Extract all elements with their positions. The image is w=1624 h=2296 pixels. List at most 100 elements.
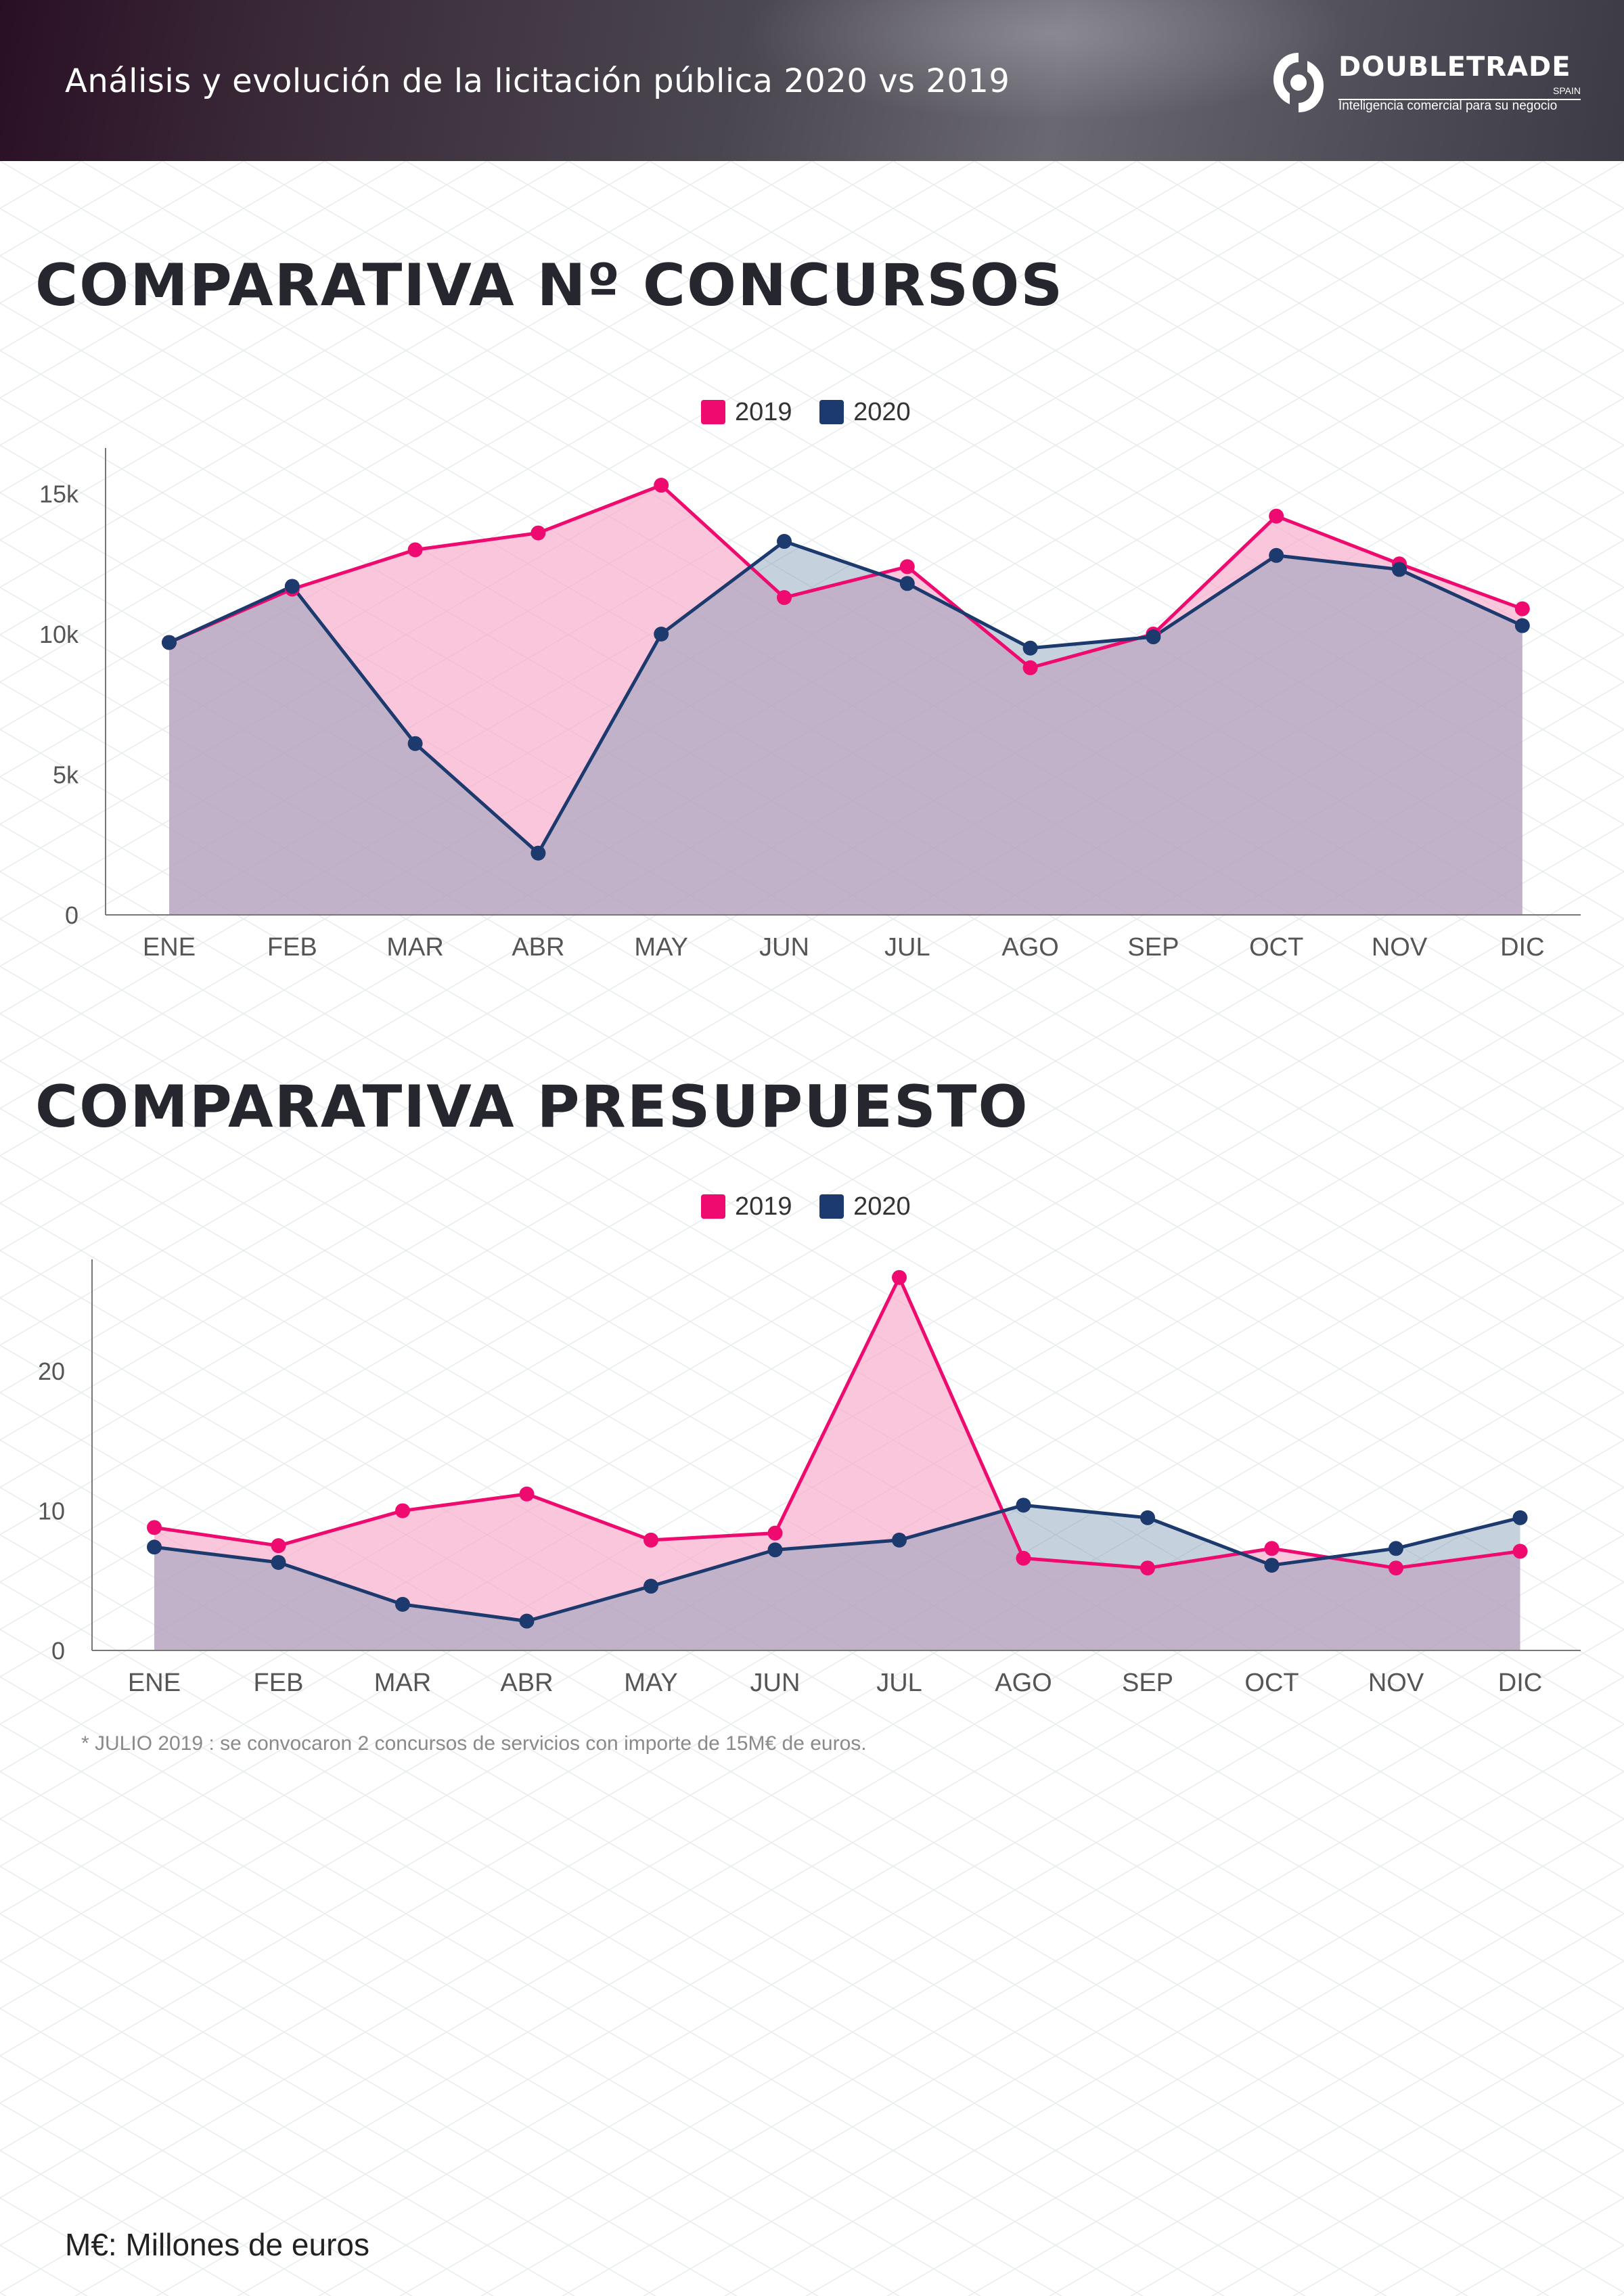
x-tick-label: ABR <box>500 1669 553 1697</box>
x-tick-label: ENE <box>143 933 196 962</box>
x-tick-label: FEB <box>254 1669 304 1697</box>
x-tick-label: JUL <box>884 933 930 962</box>
logo-country: SPAIN <box>1553 85 1581 96</box>
page-title: Análisis y evolución de la licitación pú… <box>65 62 1010 100</box>
legend-concursos: 2019 2020 <box>701 398 931 427</box>
point-2019-ABR <box>519 1486 535 1502</box>
point-2019-OCT <box>1264 1541 1280 1556</box>
legend-label-2020: 2020 <box>853 398 911 426</box>
point-2020-DIC <box>1514 618 1530 633</box>
point-2020-ABR <box>531 845 546 861</box>
background-grid <box>0 161 1624 2296</box>
header-banner: Análisis y evolución de la licitación pú… <box>0 0 1624 161</box>
point-2020-JUL <box>892 1532 907 1548</box>
point-2020-OCT <box>1269 547 1284 563</box>
legend-item-2019: 2019 <box>701 398 792 427</box>
y-tick-label: 20 <box>38 1357 65 1385</box>
x-tick-label: AGO <box>1001 933 1058 962</box>
x-tick-label: MAR <box>386 933 443 962</box>
x-tick-label: MAY <box>634 933 688 962</box>
legend-presupuesto: 2019 2020 <box>701 1192 931 1221</box>
x-tick-label: AGO <box>995 1669 1052 1697</box>
chart-presupuesto: 0 10 20 ENE FEB MAR ABR MAY JUN JUL AGO SEP OCT NOV DI… <box>38 1259 1581 1697</box>
legend-swatch-2019 <box>701 1194 725 1219</box>
legend-swatch-2019 <box>701 400 725 424</box>
point-2020-NOV <box>1389 1541 1403 1556</box>
x-tick-label: ENE <box>128 1669 181 1697</box>
point-2020-MAY <box>654 627 669 641</box>
logo-tagline: Inteligencia comercial para su negocio <box>1338 99 1558 113</box>
x-tick-label: MAR <box>374 1669 431 1697</box>
logo-wordmark: DOUBLETRADE <box>1338 51 1571 83</box>
x-tick-label: JUN <box>759 933 809 962</box>
point-2019-FEB <box>271 1538 286 1554</box>
y-tick-label: 15k <box>39 480 79 508</box>
point-2020-AGO <box>1022 640 1038 656</box>
legend-item-2019: 2019 <box>701 1192 792 1221</box>
point-2019-ENE <box>147 1520 162 1535</box>
legend-item-2020: 2020 <box>819 1192 911 1221</box>
x-tick-label: ABR <box>512 933 564 962</box>
point-2020-SEP <box>1146 629 1161 645</box>
point-2019-MAY <box>654 478 669 493</box>
line-2019 <box>168 483 1523 670</box>
line-2019 <box>154 1276 1520 1570</box>
point-2019-ABR <box>531 525 546 541</box>
line-2020 <box>168 539 1523 855</box>
section-title-presupuesto: COMPARATIVA PRESUPUESTO <box>35 1073 1029 1141</box>
point-2020-MAR <box>407 736 423 751</box>
point-2020-AGO <box>1016 1498 1031 1513</box>
legend-label-2020: 2020 <box>853 1192 911 1221</box>
point-2020-ENE <box>147 1539 162 1555</box>
point-2020-FEB <box>284 579 300 594</box>
x-tick-label: DIC <box>1500 933 1544 962</box>
y-tick-label: 0 <box>51 1637 65 1665</box>
logo-divider <box>1338 99 1581 100</box>
x-tick-label: FEB <box>267 933 317 962</box>
point-2020-NOV <box>1392 562 1407 577</box>
section-title-concursos: COMPARATIVA Nº CONCURSOS <box>35 252 1064 319</box>
legend-swatch-2020 <box>819 400 844 424</box>
point-2019-SEP <box>1140 1560 1155 1576</box>
x-tick-label: NOV <box>1372 933 1428 962</box>
logo-mark-icon <box>1273 53 1324 112</box>
point-2020-FEB <box>271 1554 286 1570</box>
x-tick-label: SEP <box>1127 933 1179 962</box>
area-2019 <box>169 485 1522 915</box>
point-2020-SEP <box>1140 1510 1155 1525</box>
point-2020-JUN <box>767 1542 783 1558</box>
point-2020-DIC <box>1512 1510 1528 1525</box>
point-2019-AGO <box>1016 1550 1031 1566</box>
point-2019-OCT <box>1269 508 1284 524</box>
point-2020-ABR <box>519 1613 535 1629</box>
point-2019-NOV <box>1389 1560 1403 1576</box>
x-tick-label: OCT <box>1244 1669 1299 1697</box>
y-tick-label: 5k <box>53 761 79 789</box>
x-tick-label: SEP <box>1122 1669 1173 1697</box>
x-tick-label: DIC <box>1498 1669 1542 1697</box>
point-2020-MAR <box>395 1596 410 1612</box>
point-2019-JUN <box>767 1525 783 1541</box>
legend-label-2019: 2019 <box>735 398 792 426</box>
legend-item-2020: 2020 <box>819 398 911 427</box>
point-2019-JUL <box>899 559 915 575</box>
point-2019-MAR <box>407 542 423 558</box>
point-2019-AGO <box>1022 660 1038 675</box>
point-2019-JUN <box>777 590 792 606</box>
header-shine <box>744 0 1353 122</box>
y-tick-label: 10k <box>39 621 79 648</box>
point-2020-ENE <box>162 635 177 650</box>
y-tick-label: 10 <box>38 1498 65 1525</box>
point-2020-JUL <box>899 576 915 591</box>
area-2020 <box>154 1505 1520 1650</box>
point-2019-DIC <box>1514 601 1530 616</box>
chart-concursos: 0 5k 10k 15k ENE FEB MAR ABR MAY JUN JUL AGO SEP OCT N… <box>39 448 1581 962</box>
point-2019-MAY <box>644 1532 658 1548</box>
x-tick-label: OCT <box>1249 933 1303 962</box>
footnote: * JULIO 2019 : se convocaron 2 concursos… <box>81 1732 867 1755</box>
point-2020-OCT <box>1264 1558 1280 1573</box>
x-tick-label: JUN <box>750 1669 800 1697</box>
point-2019-JUL <box>892 1269 907 1285</box>
legend-label-2019: 2019 <box>735 1192 792 1221</box>
point-2019-DIC <box>1512 1544 1528 1559</box>
